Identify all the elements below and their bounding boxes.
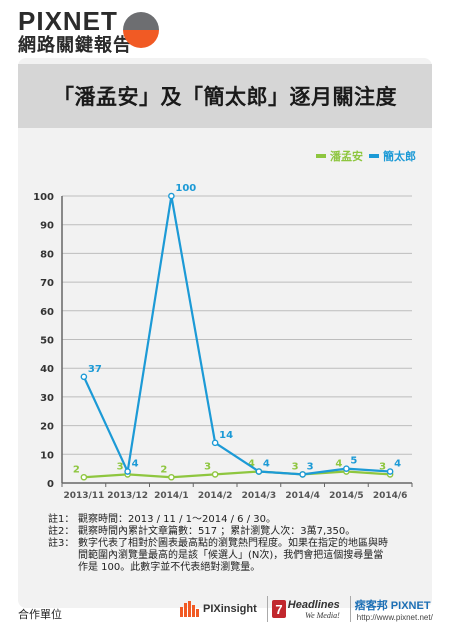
y-tick-label: 30 — [40, 393, 54, 404]
data-point-series2 — [343, 465, 350, 472]
note-3-key: 註3： — [48, 538, 75, 549]
data-point-series1 — [80, 473, 88, 481]
legend-label-series1: 潘孟安 — [330, 150, 363, 163]
data-point-series2 — [255, 468, 263, 475]
partner-headlines: 7 Headlines We Media! — [271, 598, 340, 620]
partner-divider-1 — [266, 596, 268, 622]
data-label-series1: 4 — [335, 459, 342, 470]
data-point-series1 — [168, 473, 175, 481]
data-label-series1: 3 — [117, 461, 124, 472]
partner-headlines-name: Headlines — [287, 598, 340, 611]
partner-pixinsight: PIXinsight — [180, 601, 257, 617]
svg-text:7: 7 — [275, 602, 282, 617]
data-label-series1: 4 — [248, 459, 255, 470]
partner-pixnet-url: http://www.pixnet.net/ — [356, 612, 433, 622]
brand-header: PIXNET 網路關鍵報告 — [18, 8, 132, 57]
x-tick-label: 2013/11 — [63, 491, 104, 501]
note-1: 註1： 觀察時間：2013 / 11 / 1～2014 / 6 / 30。 — [48, 514, 388, 526]
partner-pixinsight-name: PIXinsight — [203, 603, 257, 615]
y-tick-label: 40 — [40, 364, 54, 375]
brand-subtitle: 網路關鍵報告 — [18, 35, 132, 56]
data-point-series2 — [386, 468, 394, 475]
x-tick-label: 2014/4 — [285, 491, 320, 501]
note-2-text: 觀察時間內累計文章篇數：517 ；累計瀏覽人次：3萬7,350。 — [78, 526, 356, 537]
y-tick-label: 70 — [40, 278, 54, 289]
data-label-series1: 2 — [73, 464, 80, 475]
x-tick-label: 2014/2 — [198, 491, 233, 501]
y-tick-label: 50 — [40, 336, 54, 347]
partner-pixnet-name: 痞客邦 PIXNET — [354, 599, 431, 612]
data-label-series2: 37 — [88, 364, 102, 375]
x-tick-label: 2014/3 — [242, 491, 277, 501]
data-label-series1: 2 — [160, 464, 167, 475]
y-tick-label: 20 — [40, 422, 54, 433]
data-label-series1: 3 — [292, 461, 299, 472]
legend-swatch-series1 — [316, 154, 326, 158]
y-tick-label: 0 — [47, 479, 54, 490]
x-tick-label: 2013/12 — [107, 491, 148, 501]
legend-label-series2: 簡太郎 — [383, 150, 416, 163]
brand-title: PIXNET — [18, 6, 118, 36]
y-tick-label: 90 — [40, 221, 54, 232]
series-line-1 — [83, 470, 391, 479]
x-tick-label: 2014/1 — [154, 491, 189, 501]
data-point-series2 — [80, 373, 88, 381]
partner-divider-2 — [349, 596, 351, 622]
data-label-series2: 14 — [219, 430, 233, 441]
data-label-series2: 4 — [263, 459, 270, 470]
y-tick-label: 60 — [40, 307, 54, 318]
partners-label: 合作單位 — [18, 608, 62, 621]
chart-title: 「潘孟安」及「簡太郎」逐月關注度 — [53, 85, 397, 109]
note-3-text: 數字代表了相對於圖表最高點的瀏覽熱門程度。如果在指定的地區與時間範圍內瀏覽量最高… — [78, 538, 388, 573]
title-band: 「潘孟安」及「簡太郎」逐月關注度 — [18, 64, 432, 128]
note-1-text: 觀察時間：2013 / 11 / 1～2014 / 6 / 30。 — [78, 514, 276, 525]
note-1-key: 註1： — [48, 514, 75, 525]
data-point-series2 — [211, 439, 219, 447]
partner-headlines-tagline: We Media! — [305, 610, 340, 620]
notes-block: 註1： 觀察時間：2013 / 11 / 1～2014 / 6 / 30。 註2… — [48, 514, 388, 574]
note-3: 註3： 數字代表了相對於圖表最高點的瀏覽熱門程度。如果在指定的地區與時間範圍內瀏… — [48, 538, 388, 574]
y-tick-label: 100 — [33, 192, 54, 203]
partner-pixnet: 痞客邦 PIXNET http://www.pixnet.net/ — [355, 597, 433, 622]
y-tick-label: 80 — [40, 249, 54, 260]
legend-item-series2: 簡太郎 — [369, 148, 416, 164]
data-point-series2 — [168, 192, 175, 200]
pixnet-pie-logo — [123, 12, 159, 48]
data-label-series2: 100 — [175, 183, 196, 194]
headlines-7-icon: 7 — [271, 600, 286, 618]
data-label-series2: 4 — [394, 459, 401, 470]
y-tick-label: 10 — [40, 450, 54, 461]
partner-logos: PIXinsight 7 Headlines We Media! 痞客邦 PIX… — [180, 596, 439, 622]
legend-item-series1: 潘孟安 — [316, 148, 363, 164]
note-2: 註2： 觀察時間內累計文章篇數：517 ；累計瀏覽人次：3萬7,350。 — [48, 526, 388, 538]
legend-swatch-series2 — [369, 154, 379, 158]
x-tick-label: 2014/6 — [373, 491, 408, 501]
pixinsight-bars-icon — [180, 601, 199, 617]
data-label-series2: 3 — [307, 461, 314, 472]
data-point-series2 — [299, 471, 306, 478]
data-label-series1: 3 — [379, 461, 386, 472]
data-label-series2: 5 — [350, 456, 357, 467]
x-tick-label: 2014/5 — [329, 491, 364, 501]
chart-card: 「潘孟安」及「簡太郎」逐月關注度 — [18, 58, 432, 608]
series-line-2 — [82, 194, 391, 476]
data-label-series1: 3 — [204, 461, 211, 472]
data-point-series2 — [124, 468, 131, 475]
data-point-series1 — [211, 471, 219, 478]
note-2-key: 註2： — [48, 526, 75, 537]
data-label-series2: 4 — [132, 459, 139, 470]
